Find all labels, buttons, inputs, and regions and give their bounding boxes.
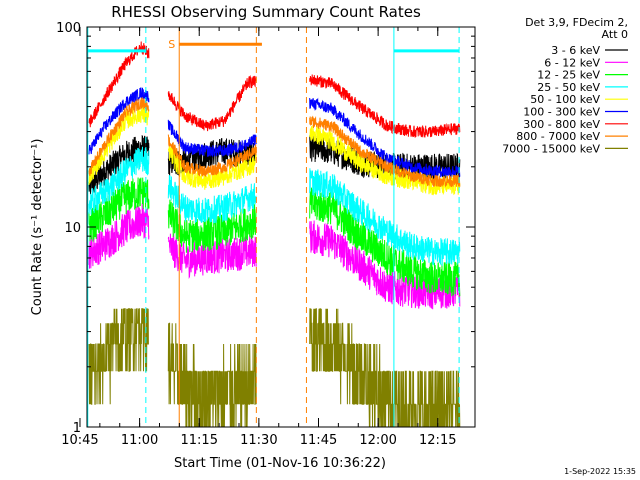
series-line-7-0 bbox=[88, 97, 150, 176]
x-tick-label: 12:00 bbox=[359, 433, 396, 448]
x-tick-label: 10:45 bbox=[61, 433, 98, 448]
x-tick-label: 11:45 bbox=[300, 433, 337, 448]
series-line-3-2 bbox=[309, 168, 461, 266]
series-line-8-2 bbox=[309, 308, 461, 428]
series-line-8-0 bbox=[88, 308, 149, 405]
x-tick-label: 11:15 bbox=[181, 433, 218, 448]
marker-layer: S bbox=[87, 27, 460, 427]
x-tick-label: 12:15 bbox=[419, 433, 456, 448]
saa-label: S bbox=[168, 38, 175, 51]
series-line-1-1 bbox=[167, 233, 257, 279]
series-line-6-2 bbox=[309, 74, 461, 138]
series-line-3-1 bbox=[167, 175, 257, 224]
chart-title: RHESSI Observing Summary Count Rates bbox=[111, 3, 421, 21]
footer-timestamp: 1-Sep-2022 15:35 bbox=[564, 467, 636, 476]
series-line-4-2 bbox=[309, 125, 461, 196]
series-line-5-0 bbox=[88, 87, 150, 155]
series-line-7-1 bbox=[167, 134, 257, 177]
y-axis-label: Count Rate (s⁻¹ detector⁻¹) bbox=[30, 139, 45, 316]
legend-label: 800 - 7000 keV bbox=[516, 130, 600, 143]
legend-label: 300 - 800 keV bbox=[523, 118, 600, 131]
y-tick-label: 100 bbox=[56, 21, 81, 36]
series-line-8-1 bbox=[167, 322, 257, 428]
series-layer bbox=[88, 41, 461, 428]
info-line-2: Att 0 bbox=[602, 28, 628, 41]
series-800-7000keV bbox=[88, 97, 461, 188]
series-6-12keV bbox=[88, 203, 461, 310]
legend-label: 7000 - 15000 keV bbox=[502, 142, 600, 155]
series-line-3-0 bbox=[88, 146, 150, 215]
axes-layer: 10:45 11:00 11:15 11:30 11:45 12:00 12:15 1 10 10… bbox=[56, 21, 476, 448]
x-tick-label: 11:30 bbox=[240, 433, 277, 448]
series-25-50keV bbox=[88, 146, 461, 266]
series-line-6-1 bbox=[167, 74, 257, 132]
series-line-1-0 bbox=[88, 203, 150, 269]
series-line-2-2 bbox=[309, 187, 461, 297]
x-tick-label: 11:00 bbox=[121, 433, 158, 448]
series-line-2-1 bbox=[167, 199, 257, 253]
x-axis-label: Start Time (01-Nov-16 10:36:22) bbox=[174, 456, 386, 471]
legend-label: 100 - 300 keV bbox=[523, 106, 600, 119]
info-line-1: Det 3,9, FDecim 2, bbox=[525, 16, 628, 29]
series-7000-15000keV bbox=[88, 308, 461, 428]
series-line-5-1 bbox=[167, 119, 257, 157]
y-tick-label: 10 bbox=[64, 221, 81, 236]
legend-label: 3 - 6 keV bbox=[551, 44, 600, 57]
y-tick-label: 1 bbox=[73, 421, 81, 436]
legend-label: 6 - 12 keV bbox=[544, 56, 600, 69]
legend-label: 50 - 100 keV bbox=[530, 93, 600, 106]
legend-label: 25 - 50 keV bbox=[537, 81, 600, 94]
series-line-7-2 bbox=[309, 115, 461, 188]
series-line-1-2 bbox=[309, 220, 461, 310]
legend-label: 12 - 25 keV bbox=[537, 69, 600, 82]
